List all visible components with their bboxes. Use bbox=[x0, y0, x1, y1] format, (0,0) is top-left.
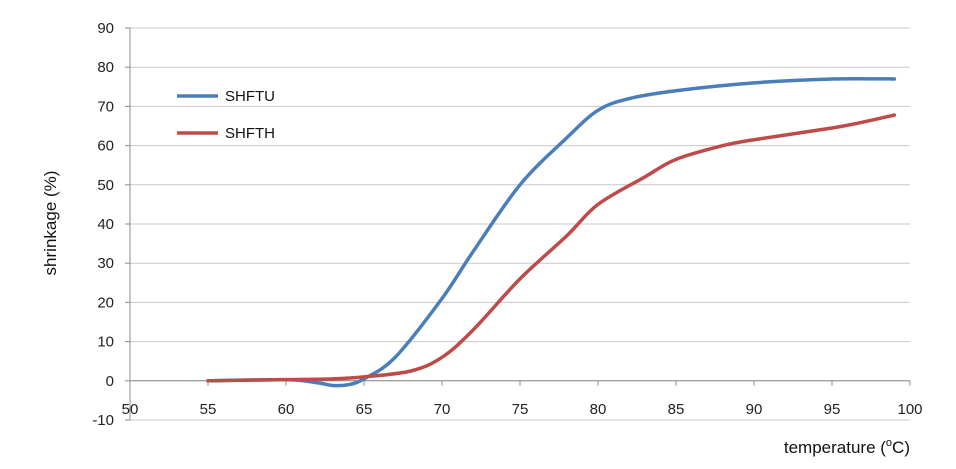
series-line-shftu bbox=[206, 76, 897, 388]
x-axis-title-unit: C) bbox=[892, 438, 910, 457]
x-axis-title: temperature (oC) bbox=[784, 437, 910, 457]
x-tick-label: 70 bbox=[434, 401, 451, 418]
y-tick-label: 40 bbox=[97, 216, 114, 233]
x-tick-label: 60 bbox=[278, 401, 295, 418]
x-axis-title-main: temperature ( bbox=[784, 438, 886, 457]
y-tick-label: 0 bbox=[106, 373, 114, 390]
y-tick-label: 10 bbox=[97, 334, 114, 351]
x-tick-label: 80 bbox=[590, 401, 607, 418]
x-tick-label: 65 bbox=[356, 401, 373, 418]
x-axis-title-superscript: o bbox=[886, 437, 892, 449]
gridlines bbox=[130, 27, 910, 421]
y-tick-label: 80 bbox=[97, 59, 114, 76]
x-tick-label: 75 bbox=[512, 401, 529, 418]
y-tick-label: 70 bbox=[97, 98, 114, 115]
y-tick-label: 20 bbox=[97, 294, 114, 311]
axes: -10 0 10 20 30 40 50 60 70 80 90 50 55 60 65 70 75 80 85 90… bbox=[92, 20, 922, 429]
legend: SHFTU SHFTH bbox=[177, 88, 275, 142]
y-tick-label: 60 bbox=[97, 138, 114, 155]
legend-label-shfth: SHFTH bbox=[225, 125, 275, 142]
x-tick-label: 50 bbox=[122, 401, 139, 418]
y-tick-label: -10 bbox=[92, 412, 114, 429]
series-lines bbox=[206, 76, 897, 388]
y-tick-label: 30 bbox=[97, 255, 114, 272]
x-tick-label: 55 bbox=[200, 401, 217, 418]
y-tick-label: 90 bbox=[97, 20, 114, 37]
series-line-shfth bbox=[206, 113, 897, 383]
x-tick-label: 85 bbox=[668, 401, 685, 418]
legend-label-shftu: SHFTU bbox=[225, 88, 275, 105]
y-axis-title: shrinkage (%) bbox=[41, 171, 60, 276]
x-tick-label: 95 bbox=[824, 401, 841, 418]
x-tick-label: 100 bbox=[897, 401, 922, 418]
y-tick-label: 50 bbox=[97, 177, 114, 194]
x-tick-label: 90 bbox=[746, 401, 763, 418]
